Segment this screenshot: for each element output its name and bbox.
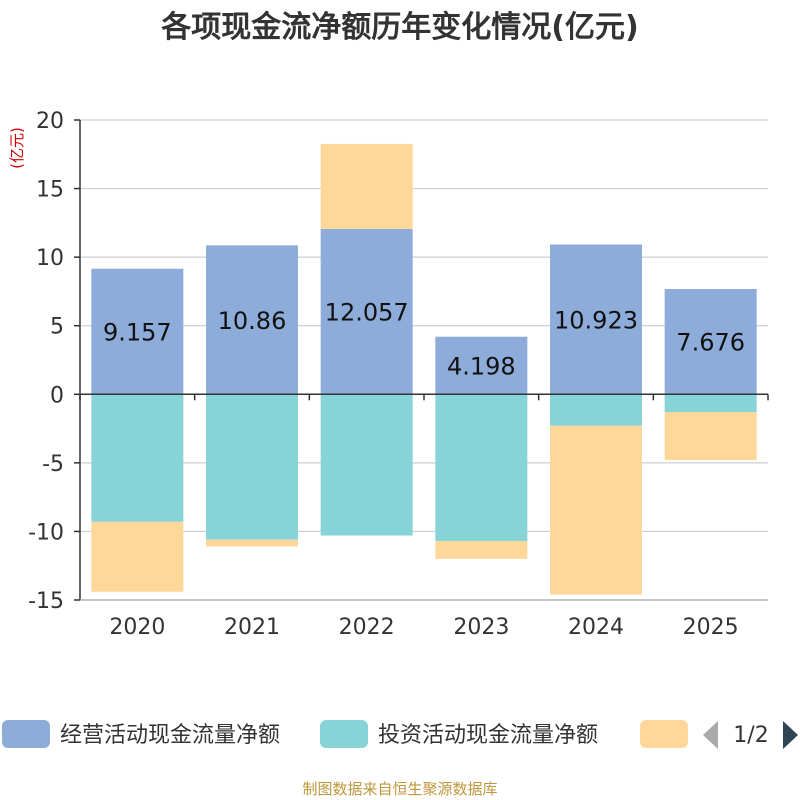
y-tick-label: 15 [36, 178, 64, 203]
data-label-2024: 10.923 [554, 306, 638, 334]
data-label-2025: 7.676 [676, 329, 745, 357]
bar-2021-series-2 [206, 539, 298, 547]
data-label-2022: 12.057 [325, 299, 409, 327]
bar-2023-series-1 [435, 394, 528, 542]
bar-2024-series-2 [550, 425, 642, 595]
legend-swatch-0 [2, 720, 50, 748]
x-tick-label-2022: 2022 [339, 615, 395, 640]
bar-2020-series-2 [91, 521, 184, 592]
pager-text: 1/2 [733, 723, 768, 748]
pager-prev-icon[interactable] [703, 721, 718, 749]
bars [91, 143, 757, 595]
bar-2022-series-2 [320, 143, 413, 229]
legend: 经营活动现金流量净额 投资活动现金流量净额 [2, 720, 688, 748]
legend-swatch-2 [640, 720, 688, 748]
pager-next-icon[interactable] [783, 721, 798, 749]
y-tick-label: 0 [50, 383, 64, 408]
bar-2022-series-0 [320, 228, 413, 395]
bar-2025-series-1 [664, 394, 757, 413]
x-tick-label-2021: 2021 [224, 615, 280, 640]
y-tick-label: -10 [28, 520, 64, 545]
bar-2020-series-0 [91, 268, 184, 395]
y-tick-label: 5 [50, 315, 64, 340]
axes [79, 120, 769, 601]
y-axis-ticks: 20 15 10 5 0 -5 -10 -15 [28, 109, 80, 614]
bar-2020-series-1 [91, 394, 184, 522]
legend-swatch-1 [320, 720, 368, 748]
bar-2022-series-1 [320, 394, 413, 536]
bar-2023-series-0 [435, 336, 528, 395]
bar-2021-series-1 [206, 394, 298, 540]
x-tick-label-2025: 2025 [683, 615, 739, 640]
data-label-2023: 4.198 [447, 352, 516, 380]
x-axis-ticks: 2020 2021 2022 2023 2024 2025 [109, 615, 738, 640]
footer-source: 制图数据来自恒生聚源数据库 [302, 780, 497, 798]
bar-2025-series-0 [664, 289, 757, 395]
x-tick-label-2020: 2020 [109, 615, 165, 640]
y-axis-unit: (亿元) [8, 127, 26, 169]
legend-label-0: 经营活动现金流量净额 [60, 723, 280, 748]
x-tick-label-2023: 2023 [453, 615, 509, 640]
chart-title: 各项现金流净额历年变化情况(亿元) [160, 10, 638, 45]
legend-pager: 1/2 [703, 721, 798, 749]
bar-2025-series-2 [664, 412, 757, 461]
data-label-2021: 10.86 [218, 307, 287, 335]
x-tick-label-2024: 2024 [568, 615, 624, 640]
data-labels: 9.157 10.86 12.057 4.198 10.923 7.676 [103, 299, 745, 381]
bar-2024-series-0 [550, 244, 642, 395]
legend-label-1: 投资活动现金流量净额 [378, 723, 598, 748]
y-tick-label: 10 [36, 246, 64, 271]
y-tick-label: -15 [28, 589, 64, 614]
bar-2023-series-2 [435, 541, 528, 559]
data-label-2020: 9.157 [103, 318, 172, 346]
bar-2024-series-1 [550, 394, 642, 426]
y-tick-label: -5 [42, 452, 64, 477]
y-tick-label: 20 [36, 109, 64, 134]
bar-2021-series-0 [206, 245, 298, 395]
